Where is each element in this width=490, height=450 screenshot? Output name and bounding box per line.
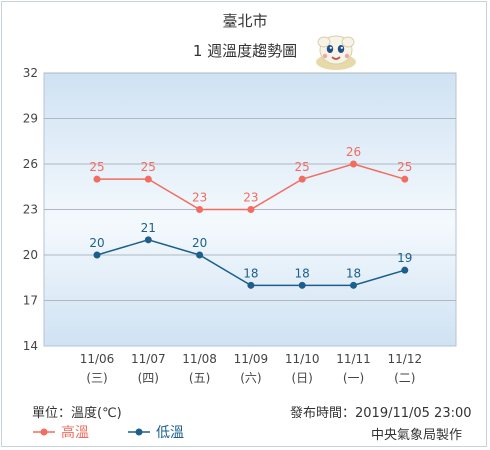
weather-mascot-icon: [316, 35, 356, 70]
data-label: 18: [295, 266, 310, 280]
data-point: [298, 175, 306, 183]
data-label: 19: [397, 251, 412, 265]
data-point: [247, 206, 255, 213]
data-label: 26: [346, 145, 361, 159]
legend-high-label: 高溫: [61, 425, 89, 441]
x-tick-sublabel: (六): [240, 371, 261, 385]
data-point: [401, 175, 409, 183]
data-point: [144, 175, 152, 183]
agency-credit: 中央氣象局製作: [371, 428, 463, 443]
data-point: [247, 281, 255, 289]
data-point: [196, 206, 204, 213]
data-point: [350, 281, 357, 289]
y-tick-label: 23: [23, 203, 38, 217]
data-point: [93, 251, 101, 259]
data-label: 21: [141, 221, 156, 235]
data-point: [93, 175, 101, 183]
y-tick-label: 14: [23, 339, 38, 353]
x-tick-label: 11/12: [388, 352, 423, 366]
legend-high: 高溫: [33, 423, 89, 441]
y-tick-label: 29: [23, 112, 38, 126]
x-tick-sublabel: (三): [86, 371, 107, 385]
y-tick-label: 20: [23, 248, 38, 262]
x-tick-label: 11/11: [336, 352, 371, 366]
data-point: [350, 160, 357, 168]
data-label: 23: [192, 191, 207, 205]
unit-label: 單位：溫度(℃): [32, 406, 122, 421]
x-tick-sublabel: (一): [343, 371, 364, 385]
data-point: [401, 266, 409, 274]
legend-low-marker: [128, 428, 150, 436]
data-label: 25: [89, 160, 104, 174]
x-tick-sublabel: (五): [189, 371, 210, 385]
data-point: [196, 251, 204, 259]
y-tick-label: 17: [23, 294, 38, 308]
x-tick-label: 11/06: [80, 352, 115, 366]
data-point: [144, 236, 152, 244]
x-tick-sublabel: (四): [138, 371, 159, 385]
chart-title: 臺北市: [222, 12, 268, 30]
chart-subtitle: 1 週溫度趨勢圖: [192, 42, 298, 60]
data-label: 18: [243, 266, 258, 280]
data-point: [298, 281, 306, 289]
data-label: 25: [397, 160, 412, 174]
legend-low: 低溫: [128, 423, 184, 441]
data-label: 25: [141, 160, 156, 174]
legend-low-label: 低溫: [156, 425, 184, 441]
x-tick-label: 11/08: [182, 352, 217, 366]
data-label: 23: [243, 191, 258, 205]
legend-high-marker: [33, 428, 55, 436]
data-label: 20: [89, 236, 104, 250]
x-tick-sublabel: (日): [292, 371, 313, 385]
data-label: 20: [192, 236, 207, 250]
issue-time: 發布時間：2019/11/05 23:00: [290, 406, 472, 421]
y-tick-label: 26: [23, 157, 38, 171]
data-label: 18: [346, 266, 361, 280]
x-tick-label: 11/10: [285, 352, 320, 366]
y-tick-label: 32: [23, 66, 38, 80]
x-tick-sublabel: (二): [394, 371, 415, 385]
data-label: 25: [295, 160, 310, 174]
x-tick-label: 11/07: [131, 352, 166, 366]
x-tick-label: 11/09: [234, 352, 269, 366]
